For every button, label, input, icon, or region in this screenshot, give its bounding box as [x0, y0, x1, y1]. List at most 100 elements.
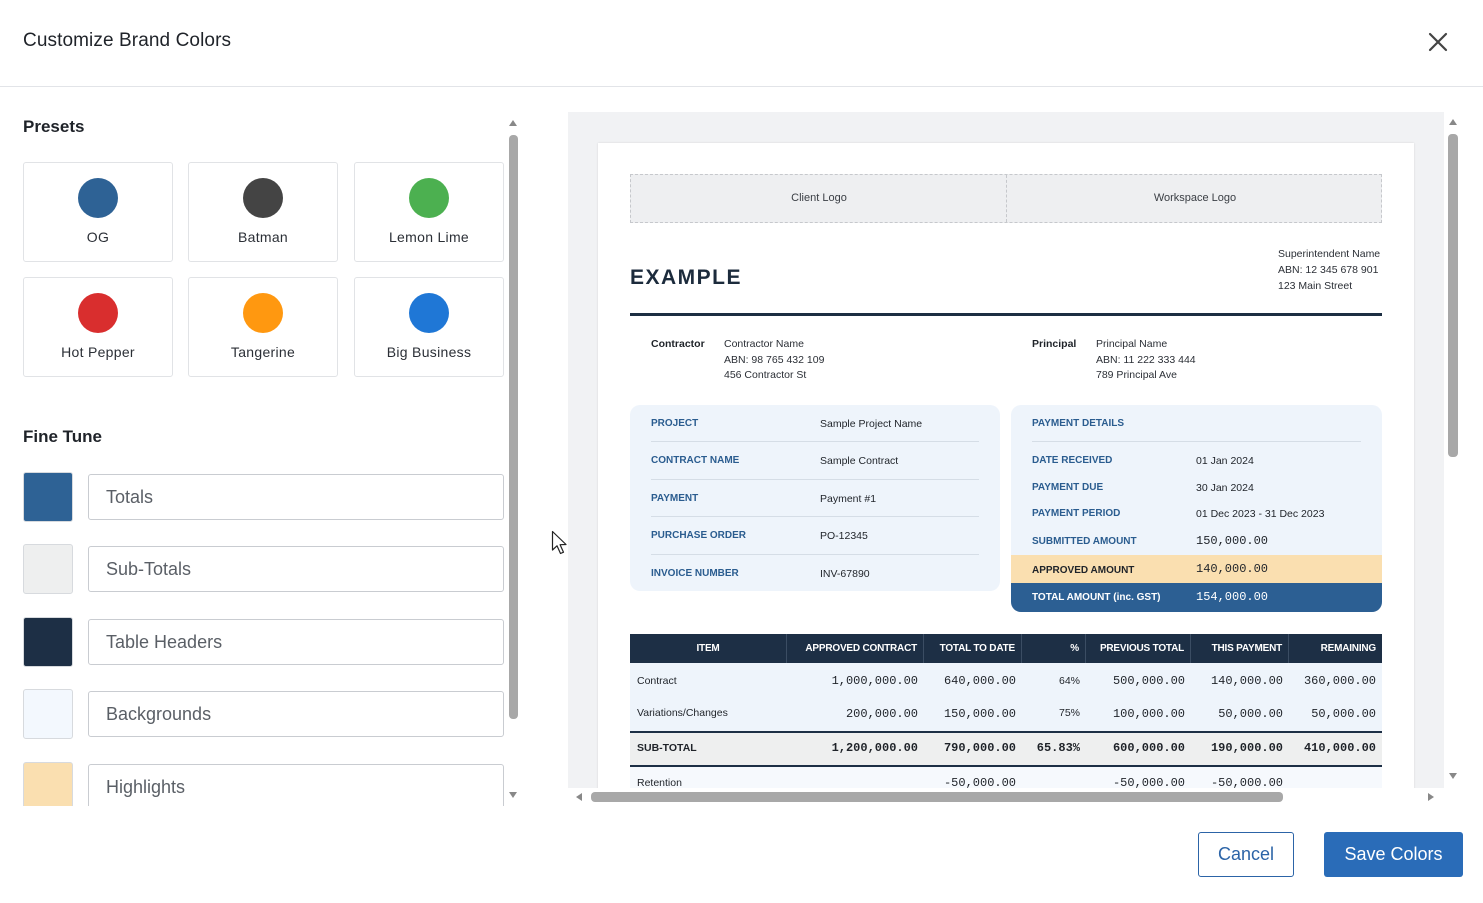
project-info-card: PROJECT Sample Project Name CONTRACT NAM… — [630, 405, 1000, 591]
row-divider — [1032, 441, 1361, 442]
backgrounds-color-input[interactable] — [88, 691, 504, 737]
retention-this-payment: -50,000.00 — [1210, 776, 1283, 788]
mouse-pointer-icon — [551, 530, 569, 561]
document-preview: Client Logo Workspace Logo EXAMPLE Super… — [568, 112, 1444, 788]
retention-previous: -50,000.00 — [1112, 776, 1185, 788]
totals-color-input[interactable] — [88, 474, 504, 520]
scroll-thumb[interactable] — [509, 135, 518, 719]
preset-swatch — [78, 178, 118, 218]
subtotals-color-swatch[interactable] — [23, 544, 73, 594]
document-title: EXAMPLE — [630, 266, 743, 289]
scroll-right-icon[interactable] — [1428, 793, 1434, 801]
contract-name-value: Sample Contract — [820, 455, 899, 467]
payment-due-label: PAYMENT DUE — [1032, 482, 1104, 493]
subtotal-percent: 65.83% — [1036, 741, 1080, 755]
row-contract-percent: 64% — [1058, 675, 1080, 687]
row-contract-approved: 1,000,000.00 — [831, 674, 918, 688]
principal-label: Principal — [1032, 338, 1077, 350]
principal-address: 789 Principal Ave — [1096, 369, 1177, 381]
invoice-number-label: INVOICE NUMBER — [651, 568, 739, 579]
backgrounds-color-swatch[interactable] — [23, 689, 73, 739]
settings-scrollbar[interactable] — [506, 118, 520, 804]
subtotal-this-payment: 190,000.00 — [1210, 741, 1283, 755]
preset-hot-pepper[interactable]: Hot Pepper — [23, 277, 173, 377]
preset-batman[interactable]: Batman — [188, 162, 338, 262]
row-variations-previous: 100,000.00 — [1112, 707, 1185, 721]
invoice-number-value: INV-67890 — [820, 568, 870, 580]
scroll-down-icon[interactable] — [1449, 773, 1457, 779]
client-logo-placeholder: Client Logo — [791, 192, 847, 204]
preset-label: Tangerine — [230, 344, 296, 360]
submitted-amount-label: SUBMITTED AMOUNT — [1032, 536, 1137, 547]
approved-amount-value: 140,000.00 — [1196, 562, 1269, 576]
header-previous-total: PREVIOUS TOTAL — [1086, 634, 1191, 663]
preset-tangerine[interactable]: Tangerine — [188, 277, 338, 377]
row-divider — [651, 479, 979, 480]
row-variations-this-payment: 50,000.00 — [1218, 707, 1283, 721]
logo-divider — [1006, 175, 1007, 222]
table-headers-color-input[interactable] — [88, 619, 504, 665]
preset-lemon-lime[interactable]: Lemon Lime — [354, 162, 504, 262]
highlights-color-input[interactable] — [88, 764, 504, 806]
retention-label: Retention — [637, 777, 682, 788]
retention-to-date: -50,000.00 — [943, 776, 1016, 788]
submitted-amount-value: 150,000.00 — [1196, 534, 1269, 548]
table-body-background — [630, 663, 1382, 731]
total-amount-label: TOTAL AMOUNT (inc. GST) — [1032, 592, 1161, 603]
scroll-thumb[interactable] — [1448, 134, 1458, 457]
subtotal-to-date: 790,000.00 — [943, 741, 1016, 755]
scroll-down-icon[interactable] — [509, 792, 517, 798]
save-colors-button[interactable]: Save Colors — [1324, 832, 1463, 877]
superintendent-block: Superintendent Name ABN: 12 345 678 901 … — [1278, 246, 1380, 294]
preset-og[interactable]: OG — [23, 162, 173, 262]
project-label: PROJECT — [651, 418, 699, 429]
approved-amount-highlight: APPROVED AMOUNT 140,000.00 — [1011, 555, 1382, 583]
preset-label: OG — [86, 229, 110, 245]
subtotals-color-input[interactable] — [88, 546, 504, 592]
header-item: ITEM — [630, 634, 787, 663]
close-icon[interactable] — [1422, 26, 1454, 58]
subtotal-label: SUB-TOTAL — [637, 742, 697, 754]
superintendent-address: 123 Main Street — [1278, 280, 1353, 292]
fine-tune-heading: Fine Tune — [23, 427, 103, 446]
cancel-button[interactable]: Cancel — [1198, 832, 1294, 877]
logo-strip: Client Logo Workspace Logo — [630, 174, 1382, 223]
dialog-title: Customize Brand Colors — [23, 30, 232, 51]
payment-period-value: 01 Dec 2023 - 31 Dec 2023 — [1196, 508, 1325, 520]
preset-swatch — [409, 178, 449, 218]
retention-row-background — [630, 767, 1382, 788]
row-variations-item: Variations/Changes — [637, 707, 728, 719]
preset-swatch — [409, 293, 449, 333]
scroll-up-icon[interactable] — [1449, 119, 1457, 125]
row-variations-percent: 75% — [1058, 707, 1080, 719]
subtotal-approved: 1,200,000.00 — [831, 741, 918, 755]
purchase-order-label: PURCHASE ORDER — [651, 530, 747, 541]
row-divider — [651, 554, 979, 555]
preview-vertical-scrollbar[interactable] — [1445, 116, 1461, 782]
scroll-thumb[interactable] — [591, 792, 1283, 802]
approved-amount-label: APPROVED AMOUNT — [1032, 565, 1135, 576]
settings-panel: Presets OG Batman Lemon Lime Hot Pepper … — [0, 88, 525, 806]
highlights-color-swatch[interactable] — [23, 762, 73, 806]
row-variations-remaining: 50,000.00 — [1311, 707, 1376, 721]
header-this-payment: THIS PAYMENT — [1191, 634, 1289, 663]
header-total-to-date: TOTAL TO DATE — [924, 634, 1022, 663]
table-headers-color-swatch[interactable] — [23, 617, 73, 667]
principal-name: Principal Name — [1096, 338, 1168, 350]
payment-due-value: 30 Jan 2024 — [1196, 482, 1254, 494]
totals-color-swatch[interactable] — [23, 472, 73, 522]
payment-label: PAYMENT — [651, 493, 699, 504]
scroll-up-icon[interactable] — [509, 120, 517, 126]
contractor-address: 456 Contractor St — [724, 369, 807, 381]
presets-heading: Presets — [23, 117, 85, 136]
row-contract-remaining: 360,000.00 — [1303, 674, 1376, 688]
preset-label: Big Business — [386, 344, 472, 360]
subtotal-remaining: 410,000.00 — [1303, 741, 1376, 755]
preset-label: Lemon Lime — [388, 229, 470, 245]
preset-big-business[interactable]: Big Business — [354, 277, 504, 377]
payment-value: Payment #1 — [820, 493, 877, 505]
principal-abn: ABN: 11 222 333 444 — [1096, 353, 1196, 366]
scroll-left-icon[interactable] — [576, 793, 582, 801]
principal-details: Principal Name ABN: 11 222 333 444 789 P… — [1096, 337, 1196, 384]
preview-horizontal-scrollbar[interactable] — [570, 788, 1444, 806]
